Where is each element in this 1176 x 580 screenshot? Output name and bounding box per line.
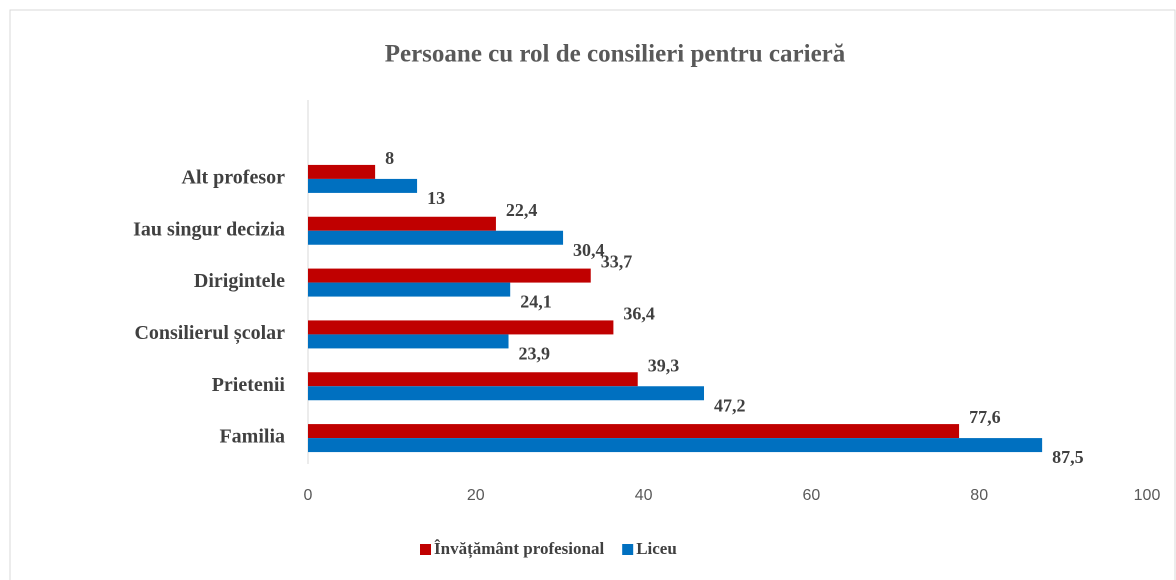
x-tick-label: 20 <box>467 487 485 504</box>
y-tick-label: Familia <box>219 426 285 448</box>
bar <box>308 164 376 179</box>
chart-border <box>9 9 1176 580</box>
bar <box>308 282 511 297</box>
data-label: 24,1 <box>520 292 552 312</box>
data-label: 13 <box>427 188 445 208</box>
x-tick-label: 60 <box>803 487 821 504</box>
data-label: 22,4 <box>506 200 538 220</box>
y-tick-label: Alt profesor <box>182 167 286 189</box>
bar <box>308 230 564 245</box>
data-label: 30,4 <box>573 240 605 260</box>
data-label: 87,5 <box>1052 447 1084 467</box>
bar <box>308 386 705 401</box>
data-label: 39,3 <box>648 355 680 375</box>
y-tick-label: Prietenii <box>212 374 286 396</box>
x-tick-label: 80 <box>970 487 988 504</box>
bar <box>308 216 496 231</box>
bar <box>308 372 638 387</box>
bar <box>308 424 960 439</box>
chart-title: Persoane cu rol de consilieri pentru car… <box>385 41 846 68</box>
x-tick-label: 0 <box>304 487 313 504</box>
data-label: 33,7 <box>601 252 633 272</box>
legend-swatch <box>622 544 634 555</box>
bar <box>308 334 509 349</box>
bar <box>308 178 418 193</box>
data-label: 36,4 <box>623 304 655 324</box>
bar <box>308 438 1043 453</box>
y-tick-label: Dirigintele <box>194 270 285 292</box>
legend-label: Învățământ profesional <box>434 539 604 559</box>
bar <box>308 268 591 283</box>
y-tick-label: Iau singur decizia <box>133 218 285 240</box>
bar <box>308 320 614 335</box>
data-label: 77,6 <box>969 407 1001 427</box>
x-tick-label: 100 <box>1134 487 1161 504</box>
legend-label: Liceu <box>636 539 677 558</box>
data-label: 47,2 <box>714 395 746 415</box>
data-label: 8 <box>385 148 394 168</box>
y-tick-label: Consilierul școlar <box>134 322 285 345</box>
legend-swatch <box>420 544 431 555</box>
data-label: 23,9 <box>519 344 551 364</box>
x-tick-label: 40 <box>635 487 653 504</box>
